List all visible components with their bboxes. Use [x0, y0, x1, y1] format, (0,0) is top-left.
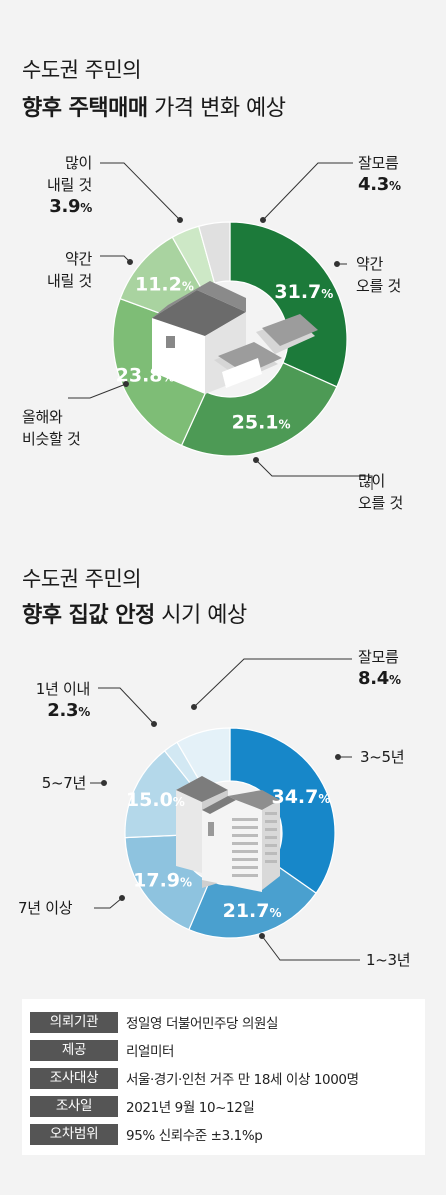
chart2-title-line2: 향후 집값 안정 시기 예상: [22, 597, 247, 629]
chart1-label-unsure: 잘모름 4.3%: [358, 154, 401, 195]
info-key: 조사대상: [30, 1067, 118, 1089]
chart2-label-1y: 1년 이내 2.3%: [35, 680, 91, 721]
chart2-label-5-7y: 5~7년: [41, 774, 87, 792]
info-key: 오차범위: [30, 1123, 118, 1145]
info-row: 조사대상 서울·경기·인천 거주 만 18세 이상 1000명: [30, 1067, 359, 1089]
chart1-slice-1: [180, 361, 338, 457]
info-value: 서울·경기·인천 거주 만 18세 이상 1000명: [126, 1072, 359, 1088]
chart1-slice-1-value: 25.1%: [232, 411, 291, 433]
chart2-slice-2-value: 17.9%: [133, 870, 192, 892]
chart1-slice-3-value: 11.2%: [135, 273, 194, 295]
info-value: 정일영 더불어민주당 의원실: [126, 1016, 279, 1032]
info-value: 2021년 9월 10~12일: [126, 1100, 255, 1116]
chart1-slice-2-value: 23.8%: [116, 364, 175, 386]
survey-info-box: 의뢰기관 정일영 더불어민주당 의원실 제공 리얼미터 조사대상 서울·경기·인…: [22, 999, 425, 1155]
chart1-label-slight-down: 약간 내릴 것: [47, 250, 92, 290]
chart1-title-line2: 향후 주택매매 가격 변화 예상: [22, 90, 286, 122]
house-illustration: [152, 281, 318, 394]
chart1-slice-5: [198, 221, 231, 284]
chart2-label-unsure: 잘모름 8.4%: [358, 648, 401, 689]
info-key: 제공: [30, 1039, 118, 1061]
apartment-illustration: [176, 776, 280, 892]
chart1-title-bold: 향후 주택매매: [22, 96, 148, 121]
chart1-slice-0: [229, 221, 348, 388]
chart1-title-line1: 수도권 주민의: [22, 58, 142, 82]
chart2-title-line1: 수도권 주민의: [22, 567, 142, 591]
info-value: 95% 신뢰수준 ±3.1%p: [126, 1128, 263, 1144]
chart2-label-1-3y: 1~3년: [366, 951, 411, 969]
info-row: 조사일 2021년 9월 10~12일: [30, 1095, 255, 1117]
chart2-label-7y: 7년 이상: [18, 899, 73, 917]
chart1-label-same: 올해와 비슷할 것: [22, 408, 81, 448]
info-row: 오차범위 95% 신뢰수준 ±3.1%p: [30, 1123, 263, 1145]
info-key: 의뢰기관: [30, 1011, 118, 1033]
chart2-title-rest: 시기 예상: [154, 603, 247, 628]
info-key: 조사일: [30, 1095, 118, 1117]
chart2-slice-0-value: 34.7%: [271, 786, 330, 808]
chart1-label-much-up: 많이 오를 것: [358, 472, 403, 512]
info-row: 의뢰기관 정일영 더불어민주당 의원실: [30, 1011, 278, 1033]
chart1-title-rest: 가격 변화 예상: [147, 96, 286, 121]
chart2-label-3-5y: 3~5년: [360, 748, 405, 766]
chart1-slice-0-value: 31.7%: [274, 281, 333, 303]
info-row: 제공 리얼미터: [30, 1039, 174, 1061]
chart2-slice-3-value: 15.0%: [126, 789, 185, 811]
chart2-slice-1-value: 21.7%: [223, 900, 282, 922]
info-value: 리얼미터: [126, 1044, 175, 1060]
chart1-label-much-down: 많이 내릴 것 3.9%: [47, 154, 92, 217]
chart1-label-slight-up: 약간 오를 것: [356, 255, 401, 295]
chart2-title-bold: 향후 집값 안정: [22, 603, 155, 628]
